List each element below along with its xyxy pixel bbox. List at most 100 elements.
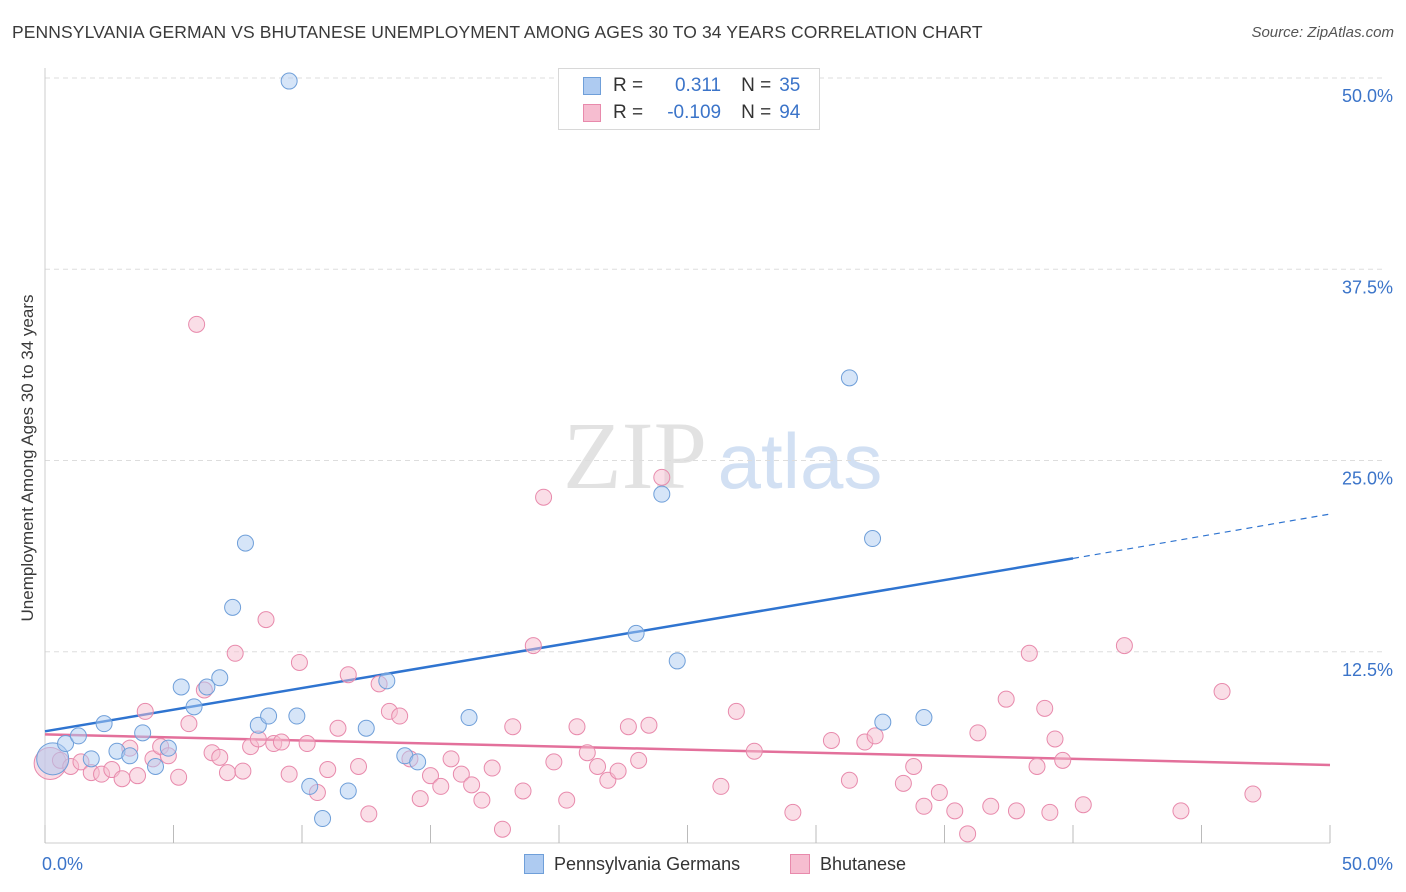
bhutanese-point [946, 802, 964, 820]
bhutanese-point [1172, 802, 1190, 820]
pennsylvania-germans-point [224, 598, 242, 616]
pennsylvania-germans-point [840, 369, 858, 387]
bhutanese-point [514, 782, 532, 800]
bhutanese-point [619, 718, 637, 736]
bhutanese-point [280, 765, 298, 783]
bhutanese-point [329, 719, 347, 737]
bottom-legend-bhutanese: Bhutanese [790, 852, 906, 876]
bhutanese-point [535, 488, 553, 506]
bhutanese-point [218, 764, 236, 782]
legend-r-value: -0.109 [667, 102, 722, 123]
bhutanese-point [473, 791, 491, 809]
pennsylvania-germans-point [236, 534, 254, 552]
y-tick-label: 50.0% [1342, 86, 1393, 106]
bhutanese-point [1028, 758, 1046, 775]
bhutanese-point [136, 702, 154, 720]
bhutanese-point [959, 825, 977, 843]
pennsylvania-germans-point [260, 707, 278, 725]
pennsylvania-germans-point [864, 530, 882, 548]
bhutanese-point [894, 774, 912, 792]
legend-n-label: N = [741, 102, 772, 123]
legend-swatch-pink [583, 104, 601, 122]
bhutanese-point [391, 707, 409, 725]
bhutanese-point [350, 758, 368, 775]
bhutanese-point [712, 777, 730, 795]
pennsylvania-germans-point [314, 810, 332, 828]
x-tick-label: 50.0% [1342, 854, 1393, 874]
legend-swatch-blue [583, 77, 601, 95]
bhutanese-point [298, 735, 316, 753]
bhutanese-point [1007, 802, 1025, 820]
bhutanese-point [211, 748, 229, 766]
bhutanese-point [113, 770, 131, 788]
source-note: Source: ZipAtlas.com [1251, 24, 1394, 41]
legend-n-label: N = [741, 75, 772, 96]
pennsylvania-germans-point [668, 652, 686, 670]
pennsylvania-germans-point [301, 777, 319, 795]
bhutanese-point [442, 750, 460, 768]
bhutanese-point [727, 702, 745, 720]
x-tick-label: 0.0% [42, 854, 83, 874]
pennsylvania-germans-point [627, 624, 645, 642]
watermark-zip: ZIP [563, 402, 707, 509]
bhutanese-point [272, 733, 290, 751]
bhutanese-point [129, 767, 147, 785]
pennsylvania-germans-point [159, 739, 177, 757]
bhutanese-point [1036, 699, 1054, 717]
pennsylvania-germans-trend-extension [1072, 513, 1331, 560]
bhutanese-point [905, 758, 923, 775]
bhutanese-point [930, 784, 948, 802]
bhutanese-point [257, 611, 275, 629]
pennsylvania-germans-point [409, 753, 427, 771]
bottom-legend-label: Bhutanese [820, 853, 907, 874]
pennsylvania-germans-point [185, 698, 203, 716]
pennsylvania-germans-point [378, 672, 396, 690]
bhutanese-point [589, 758, 607, 775]
bhutanese-point [1041, 803, 1059, 821]
bhutanese-point [290, 653, 308, 671]
bhutanese-point [411, 790, 429, 808]
bhutanese-point [653, 468, 671, 486]
bhutanese-point [170, 768, 188, 786]
pennsylvania-germans-trend-line [44, 557, 1074, 733]
bhutanese-point [822, 731, 840, 749]
bhutanese-point [524, 637, 542, 655]
bhutanese-point [609, 762, 627, 780]
bhutanese-point [1074, 796, 1092, 814]
bhutanese-point [339, 666, 357, 684]
bottom-legend-swatch-pink [790, 854, 810, 874]
bhutanese-point [997, 690, 1015, 708]
y-tick-label: 12.5% [1342, 660, 1393, 680]
pennsylvania-germans-point [36, 742, 70, 776]
bhutanese-point [1046, 730, 1064, 748]
bhutanese-point [504, 718, 522, 736]
legend-n-value: 35 [779, 75, 801, 96]
bhutanese-point [493, 820, 511, 838]
y-tick-label: 37.5% [1342, 277, 1393, 297]
bhutanese-point [1244, 785, 1262, 803]
chart-title: PENNSYLVANIA GERMAN VS BHUTANESE UNEMPLO… [12, 22, 983, 42]
bhutanese-point [188, 315, 206, 333]
bhutanese-point [452, 765, 470, 783]
bhutanese-point [422, 767, 439, 785]
pennsylvania-germans-point [69, 727, 87, 745]
bhutanese-point [1115, 637, 1133, 655]
bhutanese-point [745, 742, 763, 760]
pennsylvania-germans-point [288, 707, 306, 725]
bhutanese-point [432, 777, 450, 795]
pennsylvania-germans-point [57, 735, 75, 753]
bhutanese-point [463, 776, 481, 794]
pennsylvania-germans-point [915, 709, 933, 727]
bhutanese-point [180, 715, 198, 733]
pennsylvania-germans-point [357, 719, 375, 737]
pennsylvania-germans-point [874, 713, 892, 731]
pennsylvania-germans-point [460, 709, 478, 727]
y-tick-label: 25.0% [1342, 469, 1393, 489]
pennsylvania-germans-point [147, 758, 165, 775]
bhutanese-point [234, 762, 252, 780]
bhutanese-point [1020, 644, 1038, 662]
bhutanese-point [969, 724, 987, 742]
legend-r-value: 0.311 [674, 75, 722, 96]
pennsylvania-germans-point [653, 485, 671, 503]
